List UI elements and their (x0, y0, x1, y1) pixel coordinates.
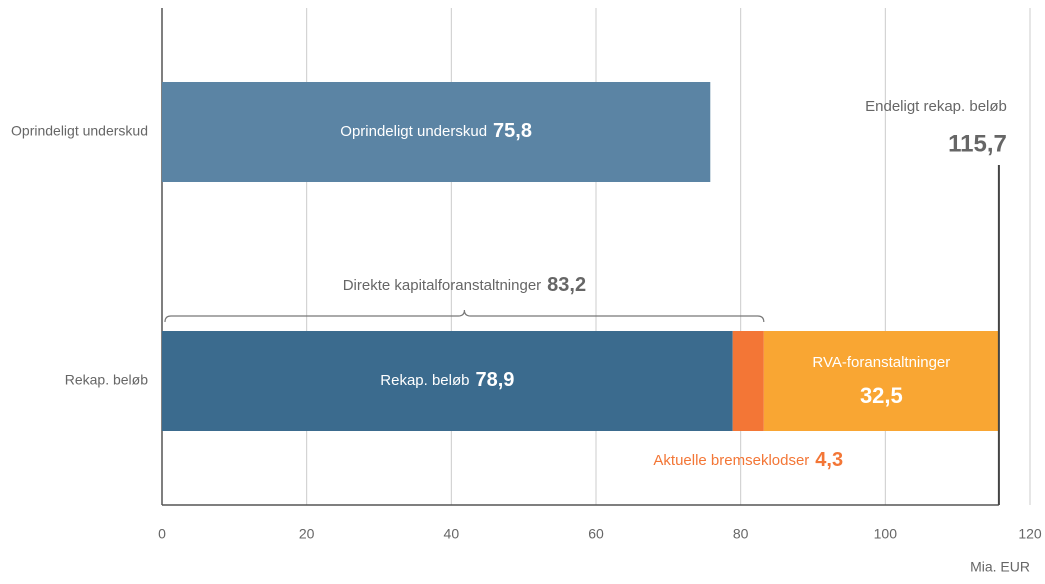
value-label: 4,3 (815, 449, 843, 471)
bar-segment (162, 82, 711, 182)
y-tick-label: Oprindeligt underskud (11, 123, 148, 139)
annotation: Direkte kapitalforanstaltninger 83,2 (343, 274, 586, 296)
x-tick-label: 60 (588, 526, 604, 542)
x-tick-label: 0 (158, 526, 166, 542)
value-label: 32,5 (860, 383, 903, 408)
x-axis-label: Mia. EUR (970, 559, 1030, 575)
x-tick-label: 40 (444, 526, 460, 542)
bar-label: Aktuelle bremseklodser 4,3 (653, 449, 843, 471)
series-name: Rekap. beløb (380, 372, 469, 389)
annotation-text: Endeligt rekap. beløb (865, 98, 1007, 115)
annotation-value: 115,7 (948, 130, 1007, 157)
series-name: Aktuelle bremseklodser (653, 452, 809, 469)
x-tick-label: 80 (733, 526, 749, 542)
x-tick-label: 100 (874, 526, 898, 542)
value-label: 75,8 (493, 120, 532, 142)
value-label: 78,9 (475, 369, 514, 391)
x-tick-label: 20 (299, 526, 315, 542)
brace (164, 309, 765, 323)
y-tick-label: Rekap. beløb (65, 372, 148, 388)
annotation-value: 83,2 (547, 274, 586, 296)
bar-segment (763, 331, 999, 431)
annotation-text: Direkte kapitalforanstaltninger (343, 277, 541, 294)
bar-segment (732, 331, 764, 431)
series-name: Oprindeligt underskud (340, 123, 487, 140)
x-tick-label: 120 (1018, 526, 1042, 542)
bar-label: Oprindeligt underskud 75,8 (340, 120, 532, 142)
series-name: RVA-foranstaltninger (812, 354, 950, 371)
bar-segment (162, 331, 733, 431)
bar-label: Rekap. beløb 78,9 (380, 369, 514, 391)
